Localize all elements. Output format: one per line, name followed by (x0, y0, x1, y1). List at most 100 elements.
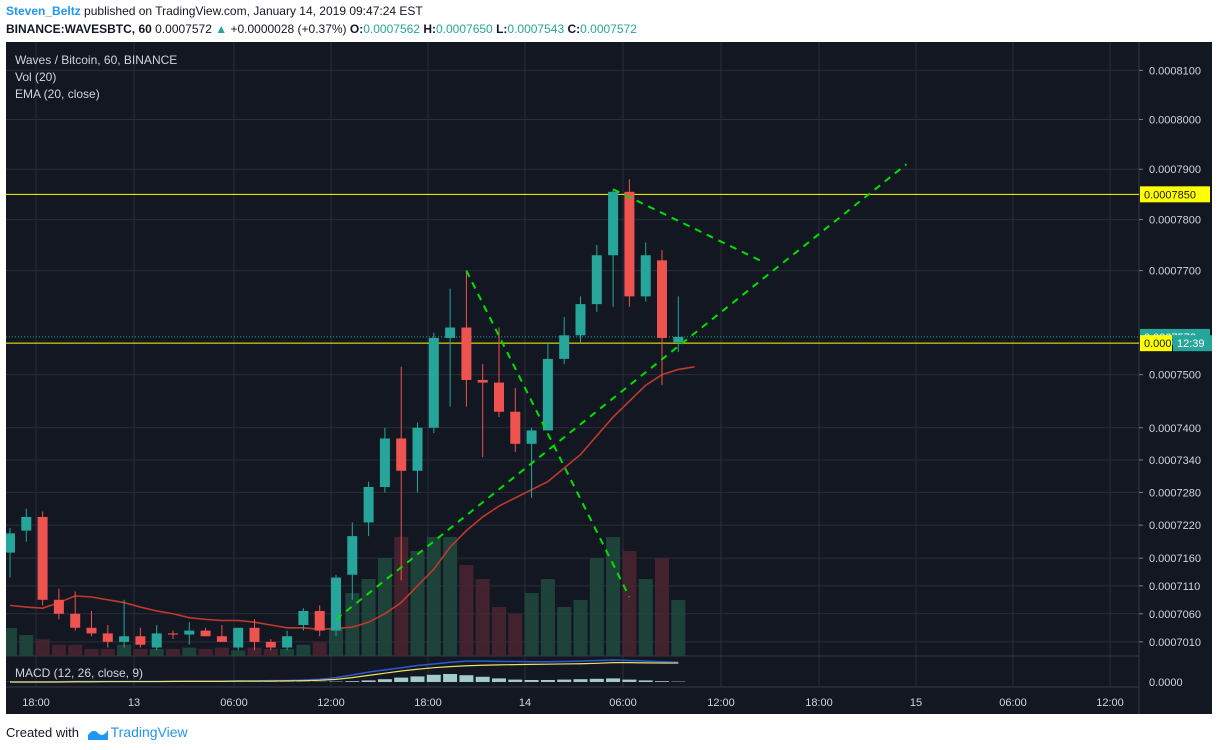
volume-bar (671, 600, 686, 656)
volume-bar (280, 649, 295, 656)
price-tick-label: 0.0007800 (1149, 215, 1201, 227)
time-tick-label: 14 (519, 697, 531, 709)
volume-bar (68, 644, 83, 656)
change-value: +0.0000028 (+0.37%) (230, 22, 347, 36)
legend-ema: EMA (20, close) (15, 87, 100, 101)
candle-body (461, 327, 472, 380)
price-tick-label: 0.0008100 (1149, 65, 1201, 77)
candle-body (151, 633, 162, 648)
candle-body (363, 486, 374, 523)
grid-lines (6, 42, 1140, 714)
candle-body (119, 636, 130, 642)
candle-body (412, 427, 423, 471)
open-label: O: (349, 22, 364, 36)
time-tick-label: 18:00 (414, 697, 442, 709)
candle-body (298, 610, 309, 625)
candle-body (526, 430, 537, 444)
high-label: H: (423, 22, 436, 36)
volume-bar (524, 593, 539, 656)
price-chart[interactable]: 0.0008100 0.0008000 0.0007900 0.0007800 0.00… (3, 42, 1213, 714)
macd-histogram-bar (524, 680, 539, 682)
price-tick-label: 0.0008000 (1149, 114, 1201, 126)
volume-bars (3, 537, 686, 656)
price-tick-label: 0.0007400 (1149, 423, 1201, 435)
volume-bar (361, 579, 376, 656)
macd-histogram-bar (459, 675, 474, 682)
price-label-box (1173, 335, 1213, 352)
volume-bar (377, 558, 392, 656)
time-tick-label: 13 (128, 697, 140, 709)
price-tick-label: 0.0007160 (1149, 553, 1201, 565)
created-with-label: Created with (6, 725, 79, 740)
volume-bar (214, 647, 229, 656)
price-tick-label: 0.0007220 (1149, 520, 1201, 532)
candle-body (673, 336, 684, 343)
macd-histogram-bar (508, 679, 523, 682)
time-tick-label: 18:00 (805, 697, 833, 709)
candle-body (575, 304, 586, 336)
macd-histogram-bar (606, 678, 621, 682)
time-tick-label: 12:00 (317, 697, 345, 709)
volume-bar (557, 607, 572, 656)
candle-body (282, 636, 293, 648)
author-link[interactable]: Steven_Beltz (6, 4, 81, 18)
price-tick-label: 0.0007280 (1149, 487, 1201, 499)
volume-bar (459, 565, 474, 656)
volume-bar (540, 579, 555, 656)
up-arrow-icon: ▲ (215, 22, 228, 36)
volume-bar (410, 551, 425, 656)
volume-bar (606, 537, 621, 656)
candle-body (477, 379, 488, 383)
volume-bar (394, 537, 409, 656)
legend-macd: MACD (12, 26, close, 9) (15, 666, 143, 680)
volume-bar (117, 644, 132, 656)
volume-bar (443, 537, 458, 656)
signal-line (10, 662, 679, 683)
candle-body (53, 599, 64, 614)
candle-body (591, 255, 602, 305)
volume-bar (508, 614, 523, 656)
last-price: 0.0007572 (155, 22, 212, 36)
candle-body (608, 191, 619, 256)
price-tick-label: 0.0007060 (1149, 609, 1201, 621)
price-label-text: 0.0007850 (1144, 189, 1196, 201)
time-tick-label: 06:00 (220, 697, 248, 709)
macd-zero-label: 0.0000 (1149, 677, 1183, 689)
volume-bar (149, 649, 164, 656)
candle-body (200, 630, 211, 637)
macd-histogram-bar (410, 676, 425, 682)
volume-bar (100, 649, 115, 656)
macd-histogram-bar (475, 676, 490, 682)
macd-histogram-bar (394, 677, 409, 682)
volume-bar (35, 639, 50, 656)
time-tick-label: 18:00 (22, 697, 50, 709)
candle-body (510, 411, 521, 444)
volume-bar (166, 649, 180, 656)
volume-bar (329, 628, 343, 656)
volume-bar (231, 650, 246, 656)
footer: Created with TradingView (6, 724, 188, 741)
chart-area[interactable]: 0.0008100 0.0008000 0.0007900 0.0007800 0.00… (3, 42, 1213, 714)
tradingview-link[interactable]: TradingView (110, 724, 188, 740)
candle-body (428, 337, 439, 428)
macd-histogram-bar (638, 680, 653, 682)
price-tick-label: 0.0007700 (1149, 266, 1201, 278)
candle-body (314, 610, 325, 631)
macd-histogram-bar (443, 674, 458, 682)
candle-body (233, 627, 244, 648)
time-axis[interactable]: 18:00 13 06:00 12:00 18:00 14 06:00 12:00 18:00 1… (22, 697, 1124, 709)
macd-histogram-bar (540, 680, 555, 682)
candle-body (379, 438, 390, 487)
volume-bar (247, 647, 262, 656)
candle-body (265, 641, 276, 648)
volume-bar (655, 558, 669, 656)
volume-bar (19, 635, 34, 656)
trendlines (335, 163, 908, 621)
candle-body (216, 636, 227, 642)
trendline (465, 270, 631, 598)
macd-histogram-bar (361, 680, 376, 682)
volume-bar (475, 579, 490, 656)
price-axis[interactable]: 0.0008100 0.0008000 0.0007900 0.0007800 0.00… (1139, 65, 1213, 689)
candle-body (396, 438, 407, 471)
candle-body (494, 382, 504, 412)
